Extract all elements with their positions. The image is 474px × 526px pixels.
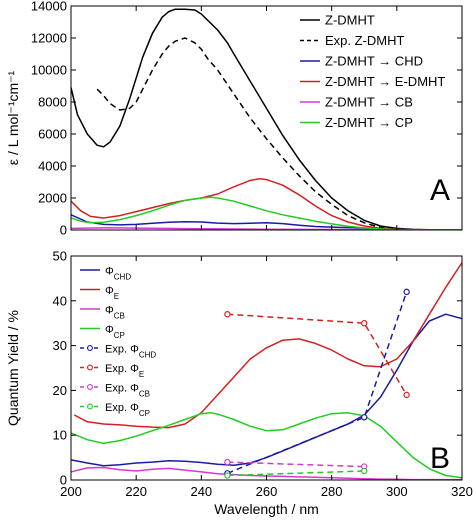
data-point-1-6-0 bbox=[224, 458, 231, 466]
panel-label-0: A bbox=[430, 174, 450, 207]
legend-entry-name: Exp. Φ bbox=[105, 344, 139, 356]
y-tick-label-0-1: 2000 bbox=[38, 191, 67, 206]
series-line-0-1 bbox=[96, 37, 462, 230]
y-tick-label-0-0: 0 bbox=[60, 223, 67, 238]
data-point-1-4-1 bbox=[361, 414, 368, 421]
series-line-0-5 bbox=[71, 196, 462, 230]
data-point-1-4-2 bbox=[403, 288, 410, 296]
legend-entry-1-1: ΦE bbox=[105, 285, 119, 301]
y-tick-label-1-3: 30 bbox=[53, 338, 67, 353]
x-tick-label-1-5: 300 bbox=[386, 484, 408, 499]
series-line-1-5 bbox=[227, 313, 408, 396]
series-line-1-3 bbox=[71, 412, 462, 479]
legend-entry-subscript: CHD bbox=[139, 350, 157, 359]
y-tick-label-1-0: 0 bbox=[60, 473, 67, 488]
legend-entry-name: Z-DMHT bbox=[325, 13, 375, 28]
legend-entry-subscript: CB bbox=[139, 389, 150, 398]
legend-marker-1-7 bbox=[87, 403, 93, 410]
y-tick-label-0-6: 12000 bbox=[31, 31, 67, 46]
legend-entry-1-4: Exp. ΦCHD bbox=[105, 344, 156, 360]
legend-entry-subscript: E bbox=[114, 292, 119, 301]
data-point-1-5-1 bbox=[361, 320, 368, 327]
legend-entry-name: Exp. Φ bbox=[105, 383, 139, 395]
series-line-1-6 bbox=[227, 461, 365, 468]
panel-b: 0 10 20 30 40 50 200 220 240 260 280 300 320 Quantum … bbox=[5, 249, 473, 518]
legend-entry-name: Φ bbox=[105, 324, 114, 336]
x-tick-label-1-1: 220 bbox=[125, 484, 147, 499]
legend-marker-1-6 bbox=[87, 384, 93, 390]
series-line-0-0 bbox=[71, 8, 462, 230]
data-point-1-7-0 bbox=[224, 472, 231, 479]
legend-entry-0-1: Exp. Z-DMHT bbox=[325, 33, 405, 48]
x-tick-label-1-2: 240 bbox=[190, 484, 212, 499]
legend-marker-1-5 bbox=[87, 364, 93, 371]
data-point-1-7-1 bbox=[361, 467, 368, 475]
legend-entry-name: Φ bbox=[105, 266, 114, 278]
y-tick-label-1-1: 10 bbox=[53, 428, 67, 443]
legend-entry-subscript: CHD bbox=[114, 272, 132, 281]
legend-entry-name: Φ bbox=[105, 285, 114, 297]
legend-entry-1-2: ΦCB bbox=[105, 305, 125, 321]
legend-entry-name: Exp. Z-DMHT bbox=[325, 33, 405, 48]
legend-entry-subscript: E bbox=[139, 370, 144, 379]
legend-entry-1-3: ΦCP bbox=[105, 324, 125, 340]
legend-entry-name: Exp. Φ bbox=[105, 363, 139, 375]
y-axis-title-0: ε / L mol⁻¹cm⁻¹ bbox=[5, 70, 21, 165]
y-tick-label-0-4: 8000 bbox=[38, 95, 67, 110]
legend-entry-1-7: Exp. ΦCP bbox=[105, 402, 150, 418]
y-tick-label-0-3: 6000 bbox=[38, 127, 67, 142]
legend-entry-0-3: Z-DMHT → E-DMHT bbox=[325, 74, 445, 89]
x-axis-title-1: Wavelength / nm bbox=[214, 501, 319, 517]
legend-entry-name: Z-DMHT → CB bbox=[325, 95, 413, 110]
data-point-1-5-2 bbox=[403, 391, 410, 399]
series-line-1-4 bbox=[227, 291, 408, 474]
legend-entry-subscript: CB bbox=[114, 311, 125, 320]
x-tick-label-1-0: 200 bbox=[60, 484, 82, 499]
y-tick-label-0-5: 10000 bbox=[31, 63, 67, 78]
legend-entry-subscript: CP bbox=[139, 409, 150, 418]
y-tick-label-1-5: 50 bbox=[53, 249, 67, 264]
x-tick-label-1-4: 280 bbox=[321, 484, 343, 499]
series-line-1-7 bbox=[227, 470, 365, 477]
y-tick-label-1-4: 40 bbox=[53, 293, 67, 308]
x-tick-label-1-3: 260 bbox=[256, 484, 278, 499]
legend-entry-0-4: Z-DMHT → CB bbox=[325, 95, 413, 110]
legend-entry-name: Z-DMHT → E-DMHT bbox=[325, 74, 445, 89]
data-point-1-5-0 bbox=[224, 311, 231, 318]
panel-a: 0 2000 4000 6000 8000 10000 12000 14000 ε / L mo… bbox=[5, 0, 463, 238]
y-tick-label-1-2: 20 bbox=[53, 383, 67, 398]
legend-entry-name: Z-DMHT → CHD bbox=[325, 54, 423, 69]
series-line-1-1 bbox=[73, 262, 462, 429]
y-tick-label-0-7: 14000 bbox=[31, 0, 67, 14]
legend-entry-name: Φ bbox=[105, 305, 114, 317]
legend-entry-name: Exp. Φ bbox=[105, 402, 139, 414]
y-tick-label-0-2: 4000 bbox=[38, 159, 67, 174]
legend-marker-1-4 bbox=[87, 345, 93, 351]
legend-entry-0-5: Z-DMHT → CP bbox=[325, 115, 413, 130]
legend-entry-0-0: Z-DMHT bbox=[325, 13, 375, 28]
y-axis-title-1: Quantum Yield / % bbox=[5, 310, 21, 426]
legend-entry-1-5: Exp. ΦE bbox=[105, 363, 144, 379]
legend-entry-subscript: CP bbox=[114, 331, 125, 340]
legend-entry-0-2: Z-DMHT → CHD bbox=[325, 54, 423, 69]
legend-entry-name: Z-DMHT → CP bbox=[325, 115, 413, 130]
legend-entry-1-0: ΦCHD bbox=[105, 266, 131, 282]
legend-entry-1-6: Exp. ΦCB bbox=[105, 383, 150, 399]
x-tick-label-1-6: 320 bbox=[451, 484, 473, 499]
panel-label-1: B bbox=[430, 442, 450, 475]
